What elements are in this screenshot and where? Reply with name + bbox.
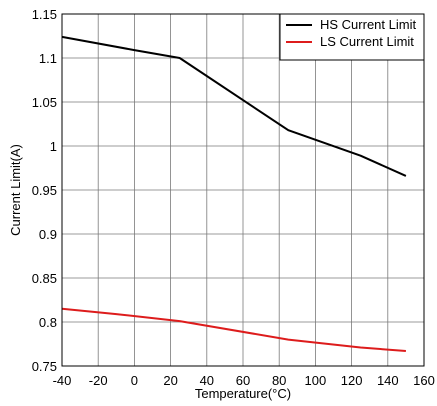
x-axis-title: Temperature(°C) — [195, 386, 291, 401]
x-tick-label: -40 — [53, 373, 72, 388]
y-tick-label: 0.95 — [32, 183, 57, 198]
y-tick-label: 0.85 — [32, 271, 57, 286]
x-tick-label: 140 — [377, 373, 399, 388]
series-layer — [61, 35, 407, 352]
x-tick-label: 160 — [413, 373, 435, 388]
y-tick-label: 1.1 — [39, 51, 57, 66]
x-tick-label: -20 — [89, 373, 108, 388]
x-tick-label: 60 — [236, 373, 250, 388]
y-tick-labels: 0.75 0.8 0.85 0.9 0.95 1 1.05 1.1 1.15 — [32, 7, 57, 374]
y-tick-label: 0.8 — [39, 315, 57, 330]
x-tick-labels: -40 -20 0 20 40 60 80 100 120 140 160 — [53, 373, 435, 388]
y-tick-label: 1 — [50, 139, 57, 154]
y-tick-label: 0.75 — [32, 359, 57, 374]
series-line-0 — [61, 35, 407, 177]
y-tick-label: 1.05 — [32, 95, 57, 110]
legend-label-1: LS Current Limit — [320, 34, 414, 49]
y-tick-label: 1.15 — [32, 7, 57, 22]
legend-box — [279, 13, 425, 61]
y-axis-title: Current Limit(A) — [8, 144, 23, 236]
x-tick-label: 100 — [305, 373, 327, 388]
x-tick-label: 80 — [272, 373, 286, 388]
x-tick-label: 0 — [131, 373, 138, 388]
series-line-1 — [61, 307, 406, 352]
legend-label-0: HS Current Limit — [320, 17, 416, 32]
x-tick-label: 120 — [341, 373, 363, 388]
legend: HS Current Limit LS Current Limit — [279, 13, 425, 61]
plot-frame — [61, 13, 425, 367]
y-tick-label: 0.9 — [39, 227, 57, 242]
x-tick-label: 20 — [163, 373, 177, 388]
x-tick-label: 40 — [200, 373, 214, 388]
